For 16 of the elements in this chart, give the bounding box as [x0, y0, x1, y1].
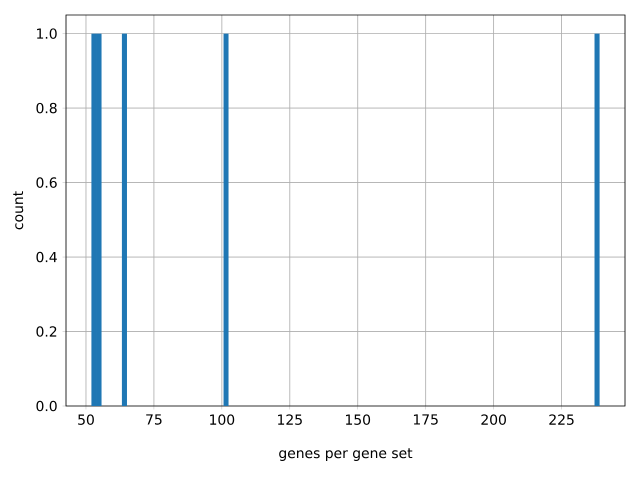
y-tick-label: 0.0 [36, 400, 57, 412]
y-axis-title: count [13, 191, 24, 230]
x-tick-label: 50 [78, 414, 94, 425]
x-tick-label: 75 [146, 414, 162, 425]
x-tick-label: 100 [210, 414, 234, 425]
x-tick-label: 150 [346, 414, 370, 425]
y-tick-label: 0.8 [36, 102, 57, 114]
x-tick-label: 125 [278, 414, 302, 425]
x-tick-label: 225 [549, 414, 574, 425]
y-tick-label: 0.2 [36, 326, 56, 337]
y-tick-label: 0.6 [36, 177, 57, 188]
x-tick-label: 175 [414, 414, 438, 425]
x-axis-title: genes per gene set [279, 448, 412, 461]
x-tick-label: 200 [481, 414, 506, 425]
y-tick-label: 0.4 [36, 252, 57, 262]
y-tick-label: 1.0 [37, 28, 57, 39]
